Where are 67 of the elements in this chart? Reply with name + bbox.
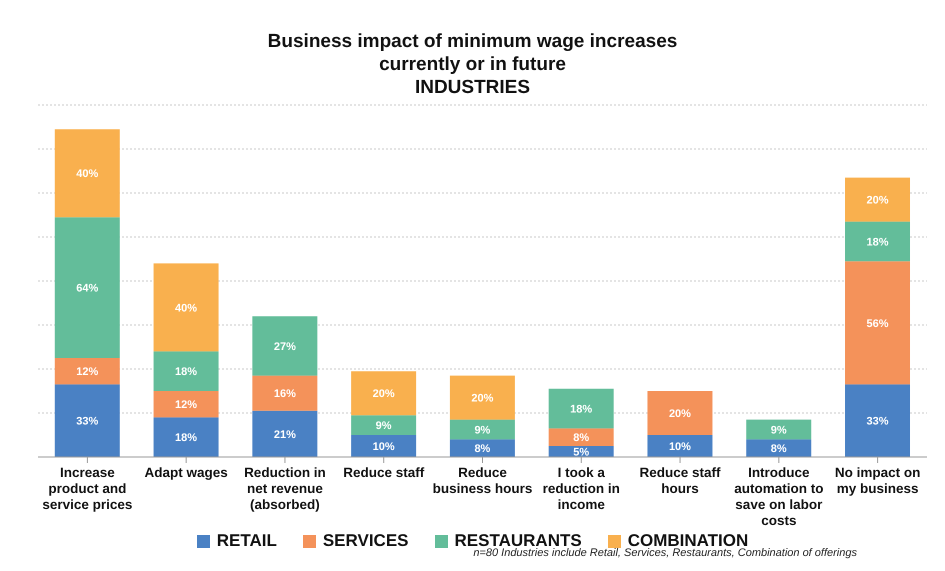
- bar: [647, 391, 712, 435]
- bar: [845, 222, 910, 262]
- x-tick-label: Introduce automation to save on labor costs: [734, 465, 824, 528]
- bar: [252, 316, 318, 376]
- bar: [450, 376, 515, 420]
- bar: [351, 415, 416, 435]
- data-label: 20%: [372, 388, 395, 400]
- data-label: 18%: [570, 404, 592, 416]
- legend-label: RETAIL: [216, 531, 277, 551]
- data-label: 33%: [866, 416, 889, 428]
- chart-title: Business impact of minimum wage increases currently or in future: [266, 30, 678, 76]
- data-label: 20%: [471, 392, 494, 405]
- data-label: 20%: [866, 194, 889, 207]
- data-label: 10%: [372, 441, 395, 453]
- bar: [548, 388, 614, 428]
- bar: [154, 391, 219, 418]
- data-label: 64%: [76, 282, 99, 295]
- bar: [647, 435, 712, 457]
- x-tick-label: Reduction in net revenue (absorbed): [244, 465, 326, 512]
- data-label: 56%: [866, 318, 889, 330]
- x-tick-label: Reduce staff: [343, 465, 425, 480]
- x-tick-label: Adapt wages: [144, 465, 228, 480]
- data-label: 8%: [573, 432, 590, 444]
- bar: [54, 129, 120, 218]
- bar: [154, 263, 219, 352]
- bar: [252, 410, 318, 457]
- bar: [54, 358, 120, 384]
- x-tick-label: I took a reduction in income: [542, 465, 620, 512]
- data-label: 9%: [474, 424, 491, 436]
- data-label: 40%: [175, 302, 198, 314]
- data-label: 27%: [274, 340, 296, 353]
- x-tick-label: Reduce business hours: [432, 465, 532, 496]
- bar: [548, 428, 614, 446]
- x-tick-label: Increase product and service prices: [42, 465, 132, 512]
- bar: [252, 376, 318, 411]
- bar: [845, 178, 910, 222]
- data-label: 5%: [573, 446, 590, 458]
- data-label: 12%: [76, 366, 99, 378]
- data-label: 18%: [866, 236, 889, 248]
- data-label: 16%: [274, 388, 296, 400]
- x-tick-label: No impact on my business: [834, 465, 920, 496]
- bar: [54, 217, 120, 358]
- data-label: 9%: [770, 424, 787, 436]
- data-label: 18%: [175, 366, 198, 378]
- data-label: 18%: [175, 432, 198, 444]
- data-label: 33%: [76, 416, 99, 428]
- data-label: 12%: [175, 399, 198, 412]
- data-label: 8%: [474, 443, 491, 456]
- bar: [845, 384, 910, 457]
- data-label: 21%: [274, 428, 296, 441]
- bar: [450, 420, 515, 440]
- text: n=80 Industries include Retail, Services, Restaurants, Combination of offerings: [473, 547, 857, 559]
- bar: [154, 351, 219, 391]
- x-tick-label: Reduce staff hours: [640, 465, 722, 496]
- legend-label: SERVICES: [322, 531, 409, 551]
- bar: [351, 435, 416, 457]
- data-label: 20%: [668, 408, 692, 420]
- data-label: 8%: [770, 443, 787, 456]
- bar: [154, 417, 219, 457]
- bar: [746, 420, 812, 440]
- bar: [351, 371, 416, 416]
- bar: [845, 261, 910, 384]
- data-label: 40%: [76, 168, 99, 180]
- data-label: 9%: [376, 420, 392, 432]
- data-label: 10%: [668, 441, 692, 453]
- bar: [54, 384, 120, 457]
- chart-subtitle: INDUSTRIES: [414, 76, 532, 99]
